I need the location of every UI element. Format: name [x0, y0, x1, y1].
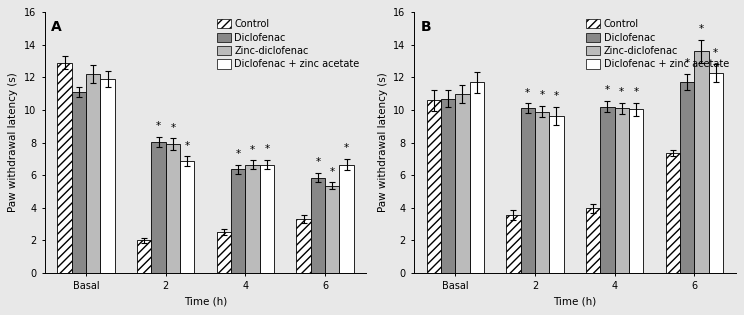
Bar: [549, 116, 564, 273]
Bar: [666, 153, 680, 273]
Text: *: *: [619, 87, 624, 97]
Y-axis label: Paw withdrawal latency (s): Paw withdrawal latency (s): [8, 73, 19, 212]
Bar: [296, 219, 311, 273]
Text: *: *: [330, 167, 335, 177]
Bar: [217, 232, 231, 273]
Bar: [455, 94, 469, 273]
Text: B: B: [420, 20, 431, 34]
X-axis label: Time (h): Time (h): [553, 297, 597, 307]
Text: *: *: [185, 141, 190, 151]
Text: *: *: [315, 157, 321, 167]
Bar: [521, 108, 535, 273]
Bar: [180, 161, 194, 273]
Legend: Control, Diclofenac, Zinc-diclofenac, Diclofenac + zinc acetate: Control, Diclofenac, Zinc-diclofenac, Di…: [215, 17, 362, 71]
Bar: [469, 82, 484, 273]
Text: A: A: [51, 20, 62, 34]
Text: *: *: [250, 145, 255, 155]
Text: *: *: [634, 87, 638, 97]
Legend: Control, Diclofenac, Zinc-diclofenac, Diclofenac + zinc acetate: Control, Diclofenac, Zinc-diclofenac, Di…: [584, 17, 731, 71]
Text: *: *: [344, 143, 349, 153]
Bar: [100, 79, 115, 273]
X-axis label: Time (h): Time (h): [184, 297, 227, 307]
Text: *: *: [539, 90, 545, 100]
Bar: [629, 109, 644, 273]
Bar: [151, 142, 166, 273]
Bar: [311, 178, 325, 273]
Bar: [231, 169, 246, 273]
Bar: [535, 112, 549, 273]
Text: *: *: [236, 149, 241, 159]
Y-axis label: Paw withdrawal latency (s): Paw withdrawal latency (s): [377, 73, 388, 212]
Bar: [694, 51, 708, 273]
Bar: [137, 240, 151, 273]
Bar: [441, 99, 455, 273]
Bar: [57, 63, 71, 273]
Bar: [586, 209, 600, 273]
Bar: [506, 215, 521, 273]
Bar: [339, 164, 353, 273]
Text: *: *: [170, 123, 176, 133]
Text: *: *: [699, 24, 704, 34]
Text: *: *: [713, 48, 718, 58]
Bar: [71, 92, 86, 273]
Bar: [615, 108, 629, 273]
Bar: [426, 100, 441, 273]
Bar: [246, 164, 260, 273]
Text: *: *: [264, 144, 269, 154]
Bar: [166, 144, 180, 273]
Bar: [600, 107, 615, 273]
Bar: [260, 164, 274, 273]
Bar: [86, 74, 100, 273]
Text: *: *: [684, 59, 690, 68]
Bar: [708, 72, 723, 273]
Bar: [680, 82, 694, 273]
Bar: [325, 186, 339, 273]
Text: *: *: [525, 88, 530, 98]
Text: *: *: [554, 91, 559, 101]
Text: *: *: [605, 85, 610, 95]
Text: *: *: [156, 121, 161, 131]
